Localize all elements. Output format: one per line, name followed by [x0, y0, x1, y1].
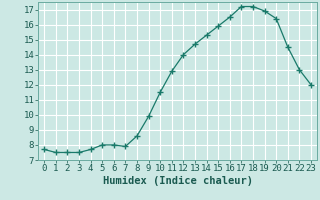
- X-axis label: Humidex (Indice chaleur): Humidex (Indice chaleur): [103, 176, 252, 186]
